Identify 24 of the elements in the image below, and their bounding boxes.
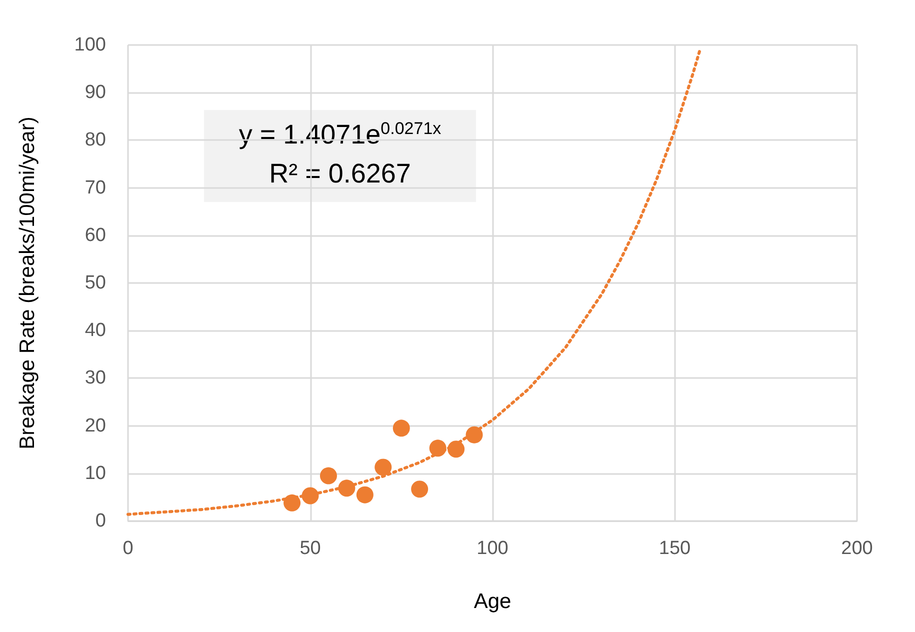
x-tick-label: 0 — [122, 538, 134, 559]
point — [320, 467, 337, 484]
y-tick-label: 60 — [84, 224, 106, 246]
x-tick-label: 200 — [841, 538, 873, 559]
y-tick-label: 10 — [84, 462, 106, 484]
y-tick-label: 100 — [74, 34, 106, 56]
x-axis-title: Age — [474, 590, 512, 613]
x-tick-label: 100 — [476, 538, 508, 559]
line-series — [126, 47, 702, 516]
y-axis-title: Breakage Rate (breaks/100mi/year) — [16, 116, 39, 450]
point — [374, 458, 392, 476]
y-tick-label: 0 — [95, 510, 106, 532]
y-tick-label: 40 — [84, 320, 106, 342]
point — [356, 486, 374, 504]
point — [392, 420, 410, 437]
y-tick-label: 70 — [84, 177, 106, 198]
y-tick-label: 30 — [84, 368, 106, 389]
y-tick-label: 90 — [84, 82, 106, 104]
y-tick-label: 80 — [84, 130, 106, 151]
point — [411, 480, 428, 498]
y-tick-label: 50 — [84, 272, 106, 294]
y-tick-label: 20 — [84, 415, 106, 436]
x-tick-label: 50 — [300, 538, 321, 559]
x-tick-label: 150 — [658, 538, 691, 559]
